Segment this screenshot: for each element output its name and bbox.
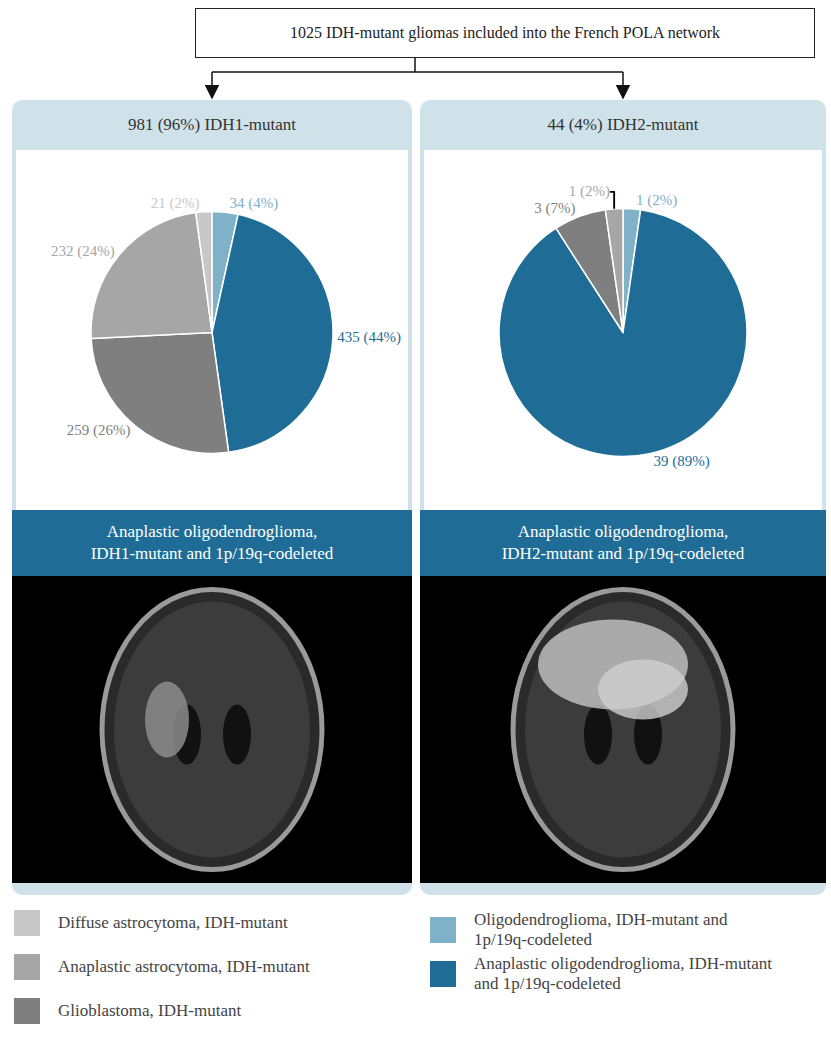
html-text:1025 IDH-mutant gliomas includ: 1025 IDH-mutant gliomas included into th…	[289, 24, 721, 41]
html-text:Anaplastic oligodendroglioma,: Anaplastic oligodendroglioma,	[517, 522, 729, 541]
svg-text:435 (44%): 435 (44%)	[337, 329, 401, 346]
html-text:Oligodendroglioma, IDH-mutant: Oligodendroglioma, IDH-mutant and 1p/19q…	[474, 910, 728, 949]
svg-text:259 (26%): 259 (26%)	[67, 422, 131, 439]
html-text:Anaplastic astrocytoma, IDH-mu: Anaplastic astrocytoma, IDH-mutant	[58, 957, 310, 976]
svg-text:232 (24%): 232 (24%)	[51, 243, 115, 260]
svg-text:3 (7%): 3 (7%)	[534, 200, 575, 217]
html-text:44 (4%) IDH2-mutant: 44 (4%) IDH2-mutant	[547, 115, 699, 134]
html-text:IDH1-mutant and 1p/19q-codelet: IDH1-mutant and 1p/19q-codeleted	[90, 544, 334, 563]
svg-text:34 (4%): 34 (4%)	[229, 195, 278, 212]
svg-text:1 (2%): 1 (2%)	[569, 183, 610, 200]
html-text:Glioblastoma, IDH-mutant: Glioblastoma, IDH-mutant	[58, 1001, 242, 1020]
html-text:Anaplastic oligodendroglioma,: Anaplastic oligodendroglioma, IDH-mutant…	[474, 954, 772, 993]
svg-text:21 (2%): 21 (2%)	[151, 195, 200, 212]
html-text:Diffuse astrocytoma, IDH-mutan: Diffuse astrocytoma, IDH-mutant	[58, 913, 288, 932]
svg-text:39 (89%): 39 (89%)	[654, 453, 710, 470]
svg-text:1 (2%): 1 (2%)	[636, 192, 677, 209]
html-text:981 (96%) IDH1-mutant: 981 (96%) IDH1-mutant	[128, 115, 296, 134]
html-text:IDH2-mutant and 1p/19q-codelet: IDH2-mutant and 1p/19q-codeleted	[501, 544, 745, 563]
html-text:Anaplastic oligodendroglioma,: Anaplastic oligodendroglioma,	[106, 522, 318, 541]
